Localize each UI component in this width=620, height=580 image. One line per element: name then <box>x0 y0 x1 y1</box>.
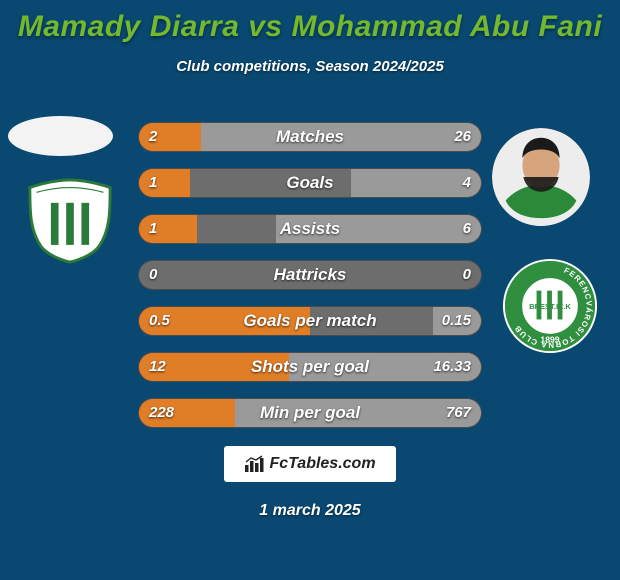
player-right-avatar <box>492 128 590 226</box>
fctables-logo: FcTables.com <box>224 446 396 482</box>
player-left-avatar <box>8 116 113 156</box>
stat-row: 00Hattricks <box>138 260 482 290</box>
player-right-club-badge: FERENCVÁROSI TORNA CLUB BPEST.IX.K 1899 <box>502 258 598 354</box>
stat-label: Min per goal <box>139 399 481 427</box>
stat-row: 16Assists <box>138 214 482 244</box>
stat-label: Matches <box>139 123 481 151</box>
page-title: Mamady Diarra vs Mohammad Abu Fani <box>0 0 620 44</box>
stat-label: Assists <box>139 215 481 243</box>
stat-label: Hattricks <box>139 261 481 289</box>
subtitle: Club competitions, Season 2024/2025 <box>0 58 620 75</box>
stat-row: 1216.33Shots per goal <box>138 352 482 382</box>
player-left-club-badge <box>22 178 118 264</box>
stat-label: Shots per goal <box>139 353 481 381</box>
comparison-card: Mamady Diarra vs Mohammad Abu Fani Club … <box>0 0 620 580</box>
stat-row: 14Goals <box>138 168 482 198</box>
stat-row: 226Matches <box>138 122 482 152</box>
stats-bars: 226Matches 14Goals 16Assists 00Hattricks 0.5… <box>138 122 482 444</box>
stat-label: Goals per match <box>139 307 481 335</box>
stat-row: 0.50.15Goals per match <box>138 306 482 336</box>
chart-icon <box>244 455 264 473</box>
svg-text:1899: 1899 <box>540 334 559 344</box>
footer-date: 1 march 2025 <box>0 502 620 520</box>
stat-label: Goals <box>139 169 481 197</box>
stat-row: 228767Min per goal <box>138 398 482 428</box>
svg-text:BPEST.IX.K: BPEST.IX.K <box>529 302 571 311</box>
footer-logo-text: FcTables.com <box>269 455 375 473</box>
